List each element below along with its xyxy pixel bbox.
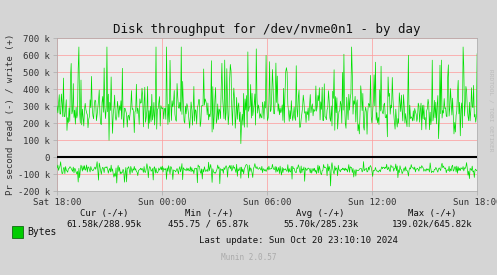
Text: 55.70k/285.23k: 55.70k/285.23k <box>283 220 358 229</box>
Text: Max (-/+): Max (-/+) <box>408 209 457 218</box>
Text: 455.75 / 65.87k: 455.75 / 65.87k <box>168 220 249 229</box>
Text: Cur (-/+): Cur (-/+) <box>80 209 129 218</box>
Text: 61.58k/288.95k: 61.58k/288.95k <box>67 220 142 229</box>
Text: Min (-/+): Min (-/+) <box>184 209 233 218</box>
Text: Last update: Sun Oct 20 23:10:10 2024: Last update: Sun Oct 20 23:10:10 2024 <box>199 236 398 245</box>
Y-axis label: Pr second read (-) / write (+): Pr second read (-) / write (+) <box>6 34 15 196</box>
Title: Disk throughput for /dev/nvme0n1 - by day: Disk throughput for /dev/nvme0n1 - by da… <box>113 23 421 36</box>
Text: Bytes: Bytes <box>27 227 57 237</box>
Text: RRDTOOL / TOBI OETIKER: RRDTOOL / TOBI OETIKER <box>489 69 494 151</box>
Text: Munin 2.0.57: Munin 2.0.57 <box>221 253 276 262</box>
Text: Avg (-/+): Avg (-/+) <box>296 209 345 218</box>
Text: 139.02k/645.82k: 139.02k/645.82k <box>392 220 473 229</box>
